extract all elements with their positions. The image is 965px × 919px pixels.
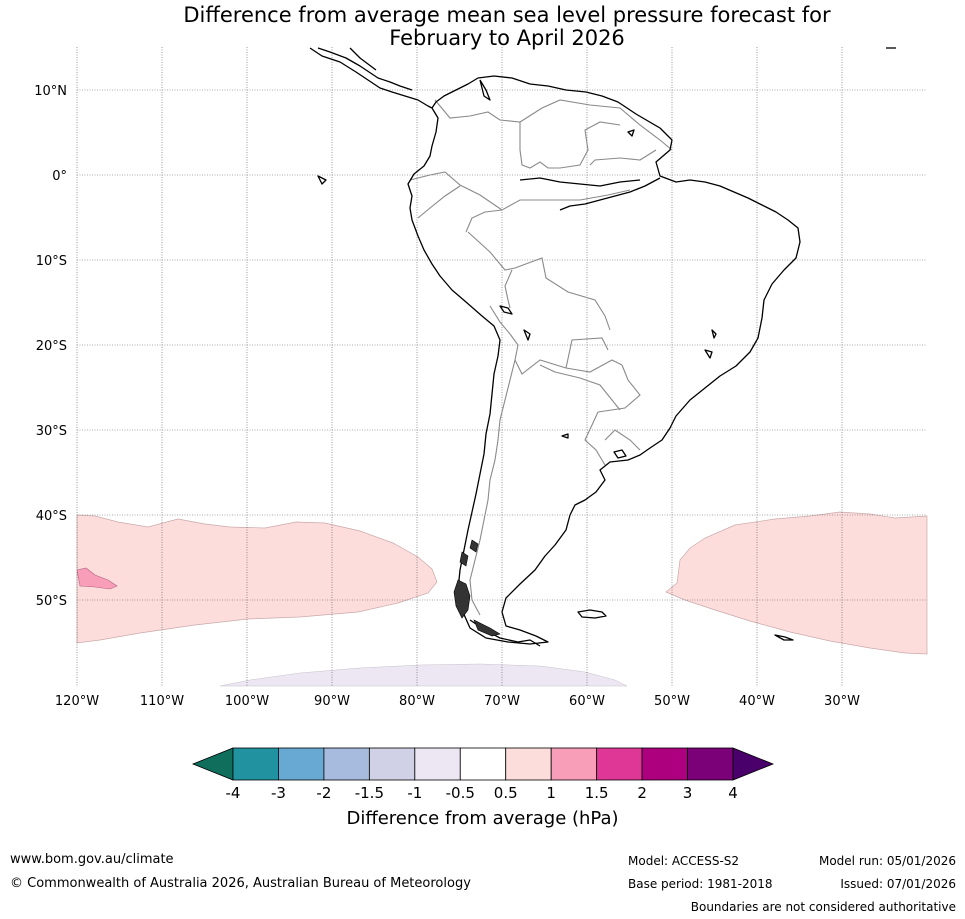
- south-atlantic-positive-region: [665, 511, 928, 655]
- lon-label: 80°W: [399, 694, 435, 709]
- colorbar-box: [323, 747, 370, 781]
- lon-label: 60°W: [569, 694, 605, 709]
- colorbar-box: [414, 747, 461, 781]
- south-america-coast: [407, 75, 801, 645]
- colorbar-tick-label: 2: [637, 784, 647, 802]
- lat-label: 10°S: [36, 254, 67, 269]
- central-america-coast: [309, 47, 433, 109]
- patagonia-archipelago: [453, 539, 501, 637]
- colorbar-box: [368, 747, 416, 781]
- coastlines: [309, 47, 896, 647]
- country-boundaries: [409, 99, 673, 616]
- website-link[interactable]: www.bom.gov.au/climate: [10, 852, 174, 867]
- model-text: Model: ACCESS-S2: [628, 854, 740, 868]
- lon-label: 120°W: [55, 694, 99, 709]
- colorbar-box: [641, 747, 688, 781]
- colorbar-tick-label: 3: [683, 784, 693, 802]
- base-period-text: Base period: 1981-2018: [628, 877, 773, 891]
- colorbar-box: [278, 747, 325, 781]
- lon-label: 110°W: [140, 694, 184, 709]
- colorbar: -4 -3 -2 -1.5 -1 -0.5 0.5 1 1.5 2 3 4: [191, 747, 775, 802]
- latitude-labels: 10°N 0° 10°S 20°S 30°S 40°S 50°S: [34, 84, 67, 609]
- colorbar-tick-label: -4: [226, 784, 241, 802]
- colorbar-box: [232, 747, 279, 781]
- lon-label: 100°W: [225, 694, 269, 709]
- title-line-2: February to April 2026: [389, 26, 625, 50]
- colorbar-extend-high: [732, 747, 775, 781]
- colorbar-box: [550, 747, 598, 781]
- lat-label: 20°S: [36, 339, 67, 354]
- colorbar-box: [596, 747, 643, 781]
- colorbar-tick-label: -2: [316, 784, 331, 802]
- lon-label: 40°W: [739, 694, 775, 709]
- colorbar-tick-label: -0.5: [446, 784, 475, 802]
- colorbar-tick-label: -1.5: [355, 784, 384, 802]
- colorbar-tick-label: 4: [728, 784, 738, 802]
- antarctic-negative-region: [219, 663, 628, 687]
- colorbar-box: [459, 747, 507, 781]
- model-run-text: Model run: 05/01/2026: [818, 854, 956, 868]
- colorbar-tick-label: -1: [407, 784, 422, 802]
- colorbar-tick-label: 0.5: [494, 784, 518, 802]
- longitude-labels: 120°W 110°W 100°W 90°W 80°W 70°W 60°W 50…: [55, 694, 860, 709]
- colorbar-extend-low: [191, 747, 234, 781]
- graticule: [76, 47, 927, 686]
- south-pacific-positive-region: [76, 514, 438, 644]
- disclaimer-text: Boundaries are not considered authoritat…: [690, 900, 956, 914]
- issued-text: Issued: 07/01/2026: [840, 877, 956, 891]
- chart-title: Difference from average mean sea level p…: [0, 4, 965, 50]
- lat-label: 30°S: [36, 424, 67, 439]
- lon-label: 50°W: [654, 694, 690, 709]
- lon-label: 90°W: [314, 694, 350, 709]
- colorbar-box: [687, 747, 734, 781]
- lat-label: 10°N: [34, 84, 67, 99]
- colorbar-label: Difference from average (hPa): [346, 808, 619, 829]
- anomaly-shading: [76, 511, 928, 687]
- south-pacific-core-region: [76, 567, 118, 590]
- title-line-1: Difference from average mean sea level p…: [183, 3, 831, 27]
- lat-label: 40°S: [36, 509, 67, 524]
- lon-label: 30°W: [824, 694, 860, 709]
- colorbar-tick-label: 1: [546, 784, 556, 802]
- copyright-text: © Commonwealth of Australia 2026, Austra…: [10, 876, 471, 891]
- colorbar-box: [505, 747, 552, 781]
- lat-label: 50°S: [36, 594, 67, 609]
- lon-label: 70°W: [484, 694, 520, 709]
- amazon-delta: [559, 177, 661, 211]
- lat-label: 0°: [52, 169, 67, 184]
- colorbar-tick-label: -3: [271, 784, 286, 802]
- colorbar-tick-label: 1.5: [585, 784, 609, 802]
